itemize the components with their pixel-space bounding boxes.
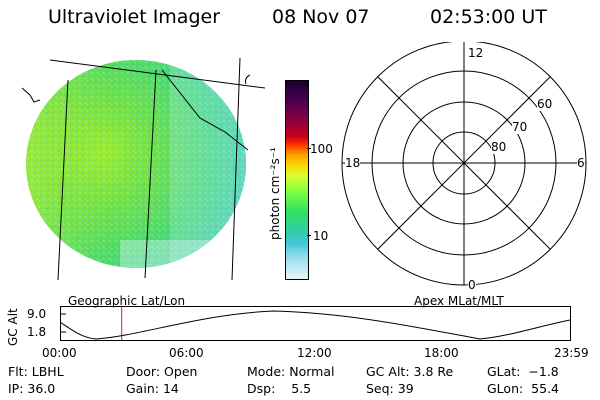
mlat-label-70: 70 bbox=[512, 120, 528, 134]
mlt-label-18: 18 bbox=[345, 156, 361, 170]
altitude-strip-chart bbox=[60, 306, 571, 341]
altitude-tick-max: 9.0 bbox=[27, 307, 47, 321]
colorbar-tick-100: 100 bbox=[310, 142, 333, 156]
altitude-axis-label: GC Alt bbox=[6, 308, 20, 346]
glon-readout: GLon: 55.4 bbox=[487, 381, 560, 396]
dsp-readout: Dsp: 5.5 bbox=[247, 381, 312, 396]
seq-value: 39 bbox=[397, 381, 414, 396]
ip-value: 36.0 bbox=[27, 381, 56, 396]
color-scale-bar bbox=[285, 80, 309, 280]
gc-altitude-value: 3.8 Re bbox=[413, 364, 454, 379]
mode-readout: Mode: Normal bbox=[247, 364, 335, 379]
time-tick-2359: 23:59 bbox=[554, 346, 589, 360]
time-tick-0000: 00:00 bbox=[42, 346, 77, 360]
time-tick-0600: 06:00 bbox=[169, 346, 204, 360]
time-tick-1200: 12:00 bbox=[297, 346, 332, 360]
filter-readout: Flt: LBHL bbox=[8, 364, 64, 379]
dsp-value: 5.5 bbox=[291, 381, 312, 396]
mlt-label-6: 6 bbox=[577, 156, 585, 170]
door-value: Open bbox=[164, 364, 198, 379]
polar-plot-label: Apex MLat/MLT bbox=[414, 294, 504, 308]
altitude-tick-min: 1.8 bbox=[27, 325, 47, 339]
mlat-label-60: 60 bbox=[537, 97, 553, 111]
mlt-label-12: 12 bbox=[468, 46, 484, 60]
mode-value: Normal bbox=[289, 364, 335, 379]
filter-value: LBHL bbox=[31, 364, 64, 379]
gain-readout: Gain: 14 bbox=[126, 381, 179, 396]
geographic-label: Geographic Lat/Lon bbox=[68, 294, 186, 308]
altitude-curve bbox=[60, 310, 571, 340]
observation-time: 02:53:00 UT bbox=[430, 6, 547, 28]
instrument-title: Ultraviolet Imager bbox=[48, 6, 221, 28]
time-tick-1800: 18:00 bbox=[424, 346, 459, 360]
mlat-label-80: 80 bbox=[491, 140, 507, 154]
gain-value: 14 bbox=[162, 381, 179, 396]
gc-altitude-readout: GC Alt: 3.8 Re bbox=[366, 364, 454, 379]
observation-date: 08 Nov 07 bbox=[272, 6, 370, 28]
colorbar-tick-10: 10 bbox=[313, 229, 329, 243]
mlt-label-0: 0 bbox=[468, 278, 476, 292]
colorbar-unit-label: photon cm⁻²s⁻¹ bbox=[268, 147, 282, 240]
geographic-image bbox=[21, 57, 266, 281]
glon-value: 55.4 bbox=[531, 381, 560, 396]
glat-value: −1.8 bbox=[528, 364, 559, 379]
glat-readout: GLat: −1.8 bbox=[487, 364, 559, 379]
door-readout: Door: Open bbox=[126, 364, 198, 379]
ip-readout: IP: 36.0 bbox=[8, 381, 56, 396]
polar-mlat-mlt-plot bbox=[341, 42, 587, 286]
seq-readout: Seq: 39 bbox=[366, 381, 414, 396]
geographic-grid bbox=[21, 57, 266, 281]
